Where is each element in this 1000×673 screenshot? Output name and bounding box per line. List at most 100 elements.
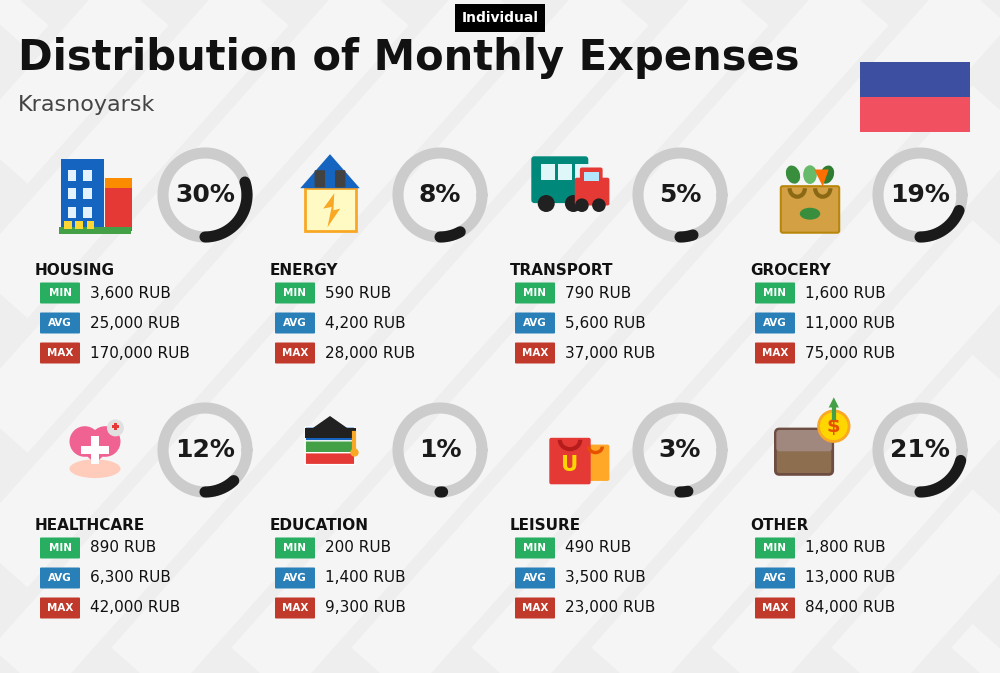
- Text: 1%: 1%: [419, 438, 461, 462]
- Text: TRANSPORT: TRANSPORT: [510, 263, 614, 278]
- Circle shape: [565, 195, 582, 212]
- FancyBboxPatch shape: [40, 598, 80, 618]
- Text: HEALTHCARE: HEALTHCARE: [35, 518, 145, 533]
- FancyBboxPatch shape: [776, 430, 832, 452]
- Text: OTHER: OTHER: [750, 518, 808, 533]
- FancyBboxPatch shape: [755, 538, 795, 559]
- Ellipse shape: [786, 166, 800, 184]
- FancyBboxPatch shape: [515, 343, 555, 363]
- Text: 84,000 RUB: 84,000 RUB: [805, 600, 895, 616]
- Circle shape: [90, 426, 120, 457]
- Text: 42,000 RUB: 42,000 RUB: [90, 600, 180, 616]
- FancyBboxPatch shape: [275, 567, 315, 588]
- Text: 21%: 21%: [890, 438, 950, 462]
- Text: AVG: AVG: [48, 318, 72, 328]
- Text: 1,600 RUB: 1,600 RUB: [805, 285, 886, 301]
- FancyBboxPatch shape: [549, 438, 591, 485]
- Ellipse shape: [820, 166, 834, 184]
- FancyBboxPatch shape: [335, 170, 345, 188]
- FancyBboxPatch shape: [275, 538, 315, 559]
- Circle shape: [107, 419, 124, 436]
- Text: 13,000 RUB: 13,000 RUB: [805, 571, 895, 586]
- FancyBboxPatch shape: [83, 170, 92, 180]
- Text: MIN: MIN: [48, 288, 72, 298]
- FancyBboxPatch shape: [275, 283, 315, 304]
- FancyBboxPatch shape: [515, 538, 555, 559]
- Text: MIN: MIN: [524, 288, 546, 298]
- FancyBboxPatch shape: [304, 428, 356, 438]
- FancyBboxPatch shape: [755, 283, 795, 304]
- Text: 1,800 RUB: 1,800 RUB: [805, 540, 886, 555]
- Text: 4,200 RUB: 4,200 RUB: [325, 316, 406, 330]
- FancyBboxPatch shape: [755, 312, 795, 334]
- Text: MIN: MIN: [764, 543, 786, 553]
- FancyBboxPatch shape: [580, 168, 603, 184]
- FancyBboxPatch shape: [558, 164, 572, 180]
- Text: MAX: MAX: [282, 603, 308, 613]
- FancyBboxPatch shape: [515, 598, 555, 618]
- Text: MAX: MAX: [47, 603, 73, 613]
- Text: 9,300 RUB: 9,300 RUB: [325, 600, 406, 616]
- FancyBboxPatch shape: [860, 97, 970, 132]
- Text: AVG: AVG: [283, 573, 307, 583]
- Text: AVG: AVG: [523, 573, 547, 583]
- Text: 5,600 RUB: 5,600 RUB: [565, 316, 646, 330]
- FancyBboxPatch shape: [860, 62, 970, 97]
- Text: U: U: [561, 456, 579, 475]
- FancyBboxPatch shape: [575, 178, 609, 205]
- Polygon shape: [323, 193, 340, 227]
- Circle shape: [538, 195, 555, 212]
- FancyBboxPatch shape: [105, 178, 132, 188]
- Circle shape: [70, 426, 100, 457]
- FancyBboxPatch shape: [305, 439, 355, 453]
- Text: $: $: [827, 417, 841, 435]
- Text: 1,400 RUB: 1,400 RUB: [325, 571, 406, 586]
- FancyBboxPatch shape: [83, 188, 92, 199]
- Circle shape: [575, 199, 589, 212]
- Text: MAX: MAX: [47, 348, 73, 358]
- FancyBboxPatch shape: [531, 156, 588, 203]
- FancyBboxPatch shape: [91, 436, 99, 464]
- Text: 790 RUB: 790 RUB: [565, 285, 631, 301]
- FancyBboxPatch shape: [515, 312, 555, 334]
- Text: MIN: MIN: [284, 288, 306, 298]
- Text: 3,600 RUB: 3,600 RUB: [90, 285, 171, 301]
- Polygon shape: [313, 416, 347, 438]
- FancyBboxPatch shape: [40, 538, 80, 559]
- FancyBboxPatch shape: [305, 451, 355, 464]
- Text: 6,300 RUB: 6,300 RUB: [90, 571, 171, 586]
- Text: AVG: AVG: [523, 318, 547, 328]
- Text: 3,500 RUB: 3,500 RUB: [565, 571, 646, 586]
- FancyBboxPatch shape: [40, 343, 80, 363]
- Text: 590 RUB: 590 RUB: [325, 285, 391, 301]
- FancyBboxPatch shape: [40, 567, 80, 588]
- Text: 890 RUB: 890 RUB: [90, 540, 156, 555]
- FancyBboxPatch shape: [75, 221, 83, 229]
- FancyBboxPatch shape: [61, 160, 104, 231]
- FancyBboxPatch shape: [105, 186, 132, 231]
- Ellipse shape: [800, 208, 820, 219]
- FancyBboxPatch shape: [68, 170, 76, 180]
- Text: 30%: 30%: [175, 183, 235, 207]
- FancyBboxPatch shape: [114, 423, 117, 429]
- Text: MIN: MIN: [284, 543, 306, 553]
- Text: HOUSING: HOUSING: [35, 263, 115, 278]
- FancyBboxPatch shape: [575, 164, 589, 180]
- Text: MIN: MIN: [524, 543, 546, 553]
- Text: MAX: MAX: [282, 348, 308, 358]
- Text: EDUCATION: EDUCATION: [270, 518, 369, 533]
- Text: AVG: AVG: [283, 318, 307, 328]
- FancyBboxPatch shape: [275, 312, 315, 334]
- FancyBboxPatch shape: [584, 172, 599, 180]
- Text: AVG: AVG: [48, 573, 72, 583]
- Text: MAX: MAX: [762, 348, 788, 358]
- FancyBboxPatch shape: [305, 427, 355, 441]
- FancyBboxPatch shape: [755, 343, 795, 363]
- Text: AVG: AVG: [763, 318, 787, 328]
- FancyBboxPatch shape: [582, 445, 609, 481]
- Text: GROCERY: GROCERY: [750, 263, 831, 278]
- FancyBboxPatch shape: [87, 221, 94, 229]
- FancyBboxPatch shape: [59, 227, 131, 234]
- FancyBboxPatch shape: [40, 283, 80, 304]
- FancyBboxPatch shape: [304, 188, 356, 231]
